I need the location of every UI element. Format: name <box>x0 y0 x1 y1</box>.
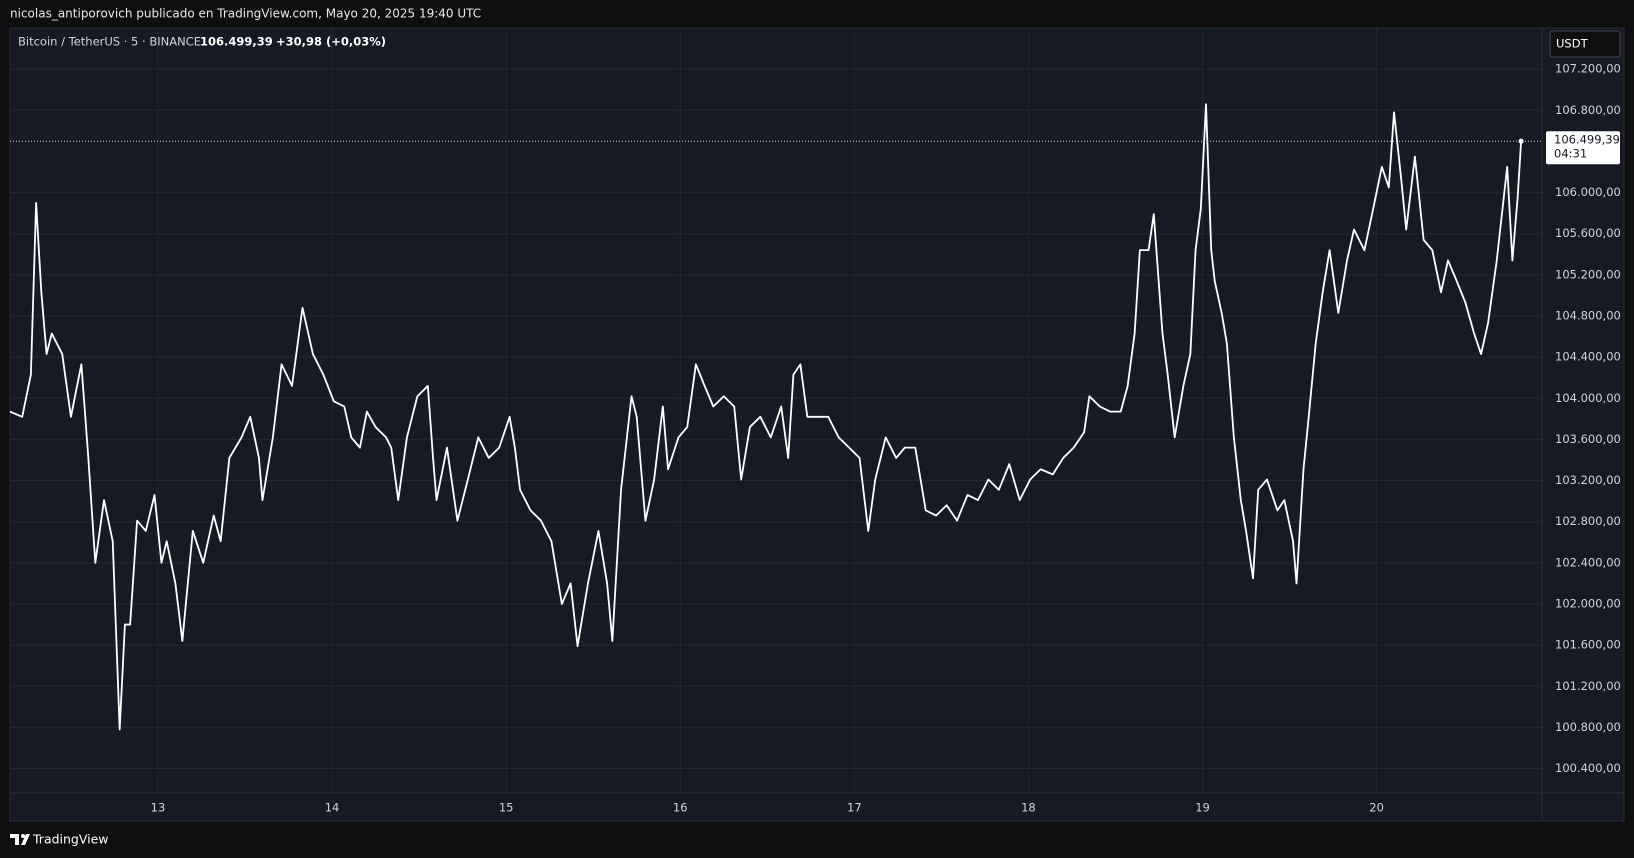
y-tick-label: 104.800,00 <box>1555 308 1621 322</box>
y-tick-label: 105.200,00 <box>1555 267 1621 281</box>
header-price: 106.499,39 <box>200 35 273 49</box>
brand-logo <box>10 834 30 845</box>
y-tick-label: 101.200,00 <box>1555 679 1621 693</box>
y-tick-label: 103.200,00 <box>1555 473 1621 487</box>
plot <box>9 103 1542 731</box>
x-tick-label: 18 <box>1021 801 1036 815</box>
last-point <box>1518 138 1524 144</box>
y-tick-label: 102.800,00 <box>1555 514 1621 528</box>
y-tick-label: 105.600,00 <box>1555 226 1621 240</box>
logo-dot <box>21 834 25 838</box>
y-tick-label: 104.400,00 <box>1555 350 1621 364</box>
x-tick-label: 17 <box>847 801 862 815</box>
x-tick-label: 15 <box>499 801 514 815</box>
x-tick-label: 20 <box>1369 801 1384 815</box>
y-tick-label: 100.800,00 <box>1555 720 1621 734</box>
y-tick-label: 107.200,00 <box>1555 62 1621 76</box>
logo-icon <box>10 834 30 845</box>
chart-panel <box>9 27 1625 822</box>
x-tick-label: 14 <box>325 801 340 815</box>
countdown: 04:31 <box>1554 147 1587 161</box>
x-tick-label: 16 <box>673 801 688 815</box>
x-tick-label: 13 <box>151 801 166 815</box>
publisher-line: nicolas_antiporovich publicado en Tradin… <box>10 7 481 21</box>
last-price-label: 106.499,39 <box>1554 133 1620 147</box>
y-tick-label: 104.000,00 <box>1555 391 1621 405</box>
currency[interactable]: USDT <box>1556 37 1589 51</box>
y-tick-label: 101.600,00 <box>1555 638 1621 652</box>
last-price-tag <box>1546 131 1620 165</box>
x-tick-label: 19 <box>1195 801 1210 815</box>
brand: TradingView <box>32 832 109 847</box>
y-tick-label: 100.400,00 <box>1555 761 1621 775</box>
y-tick-label: 106.000,00 <box>1555 185 1621 199</box>
y-tick-label: 103.600,00 <box>1555 432 1621 446</box>
price-line <box>9 103 1523 731</box>
y-tick-label: 102.400,00 <box>1555 555 1621 569</box>
symbol: Bitcoin / TetherUS · 5 · BINANCE <box>18 35 201 49</box>
grid <box>10 28 1542 793</box>
header-change: +30,98 (+0,03%) <box>276 35 386 49</box>
currency-button[interactable] <box>1549 30 1621 58</box>
y-tick-label: 106.800,00 <box>1555 103 1621 117</box>
y-tick-label: 102.000,00 <box>1555 596 1621 610</box>
